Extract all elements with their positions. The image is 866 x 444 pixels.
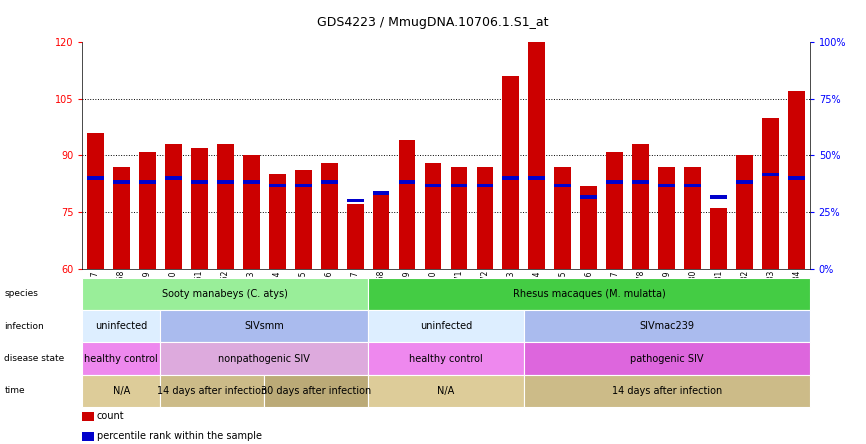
Bar: [736, 155, 753, 269]
Bar: [762, 173, 779, 176]
Bar: [242, 155, 260, 269]
Bar: [372, 191, 390, 195]
Bar: [606, 180, 624, 183]
Bar: [165, 144, 182, 269]
Text: uninfected: uninfected: [420, 321, 472, 331]
Text: Sooty manabeys (C. atys): Sooty manabeys (C. atys): [162, 289, 288, 299]
Bar: [424, 163, 442, 269]
Bar: [424, 184, 442, 187]
Bar: [684, 184, 701, 187]
Bar: [87, 176, 104, 180]
Text: uninfected: uninfected: [95, 321, 147, 331]
Text: 30 days after infection: 30 days after infection: [261, 386, 372, 396]
Bar: [191, 180, 208, 183]
Bar: [113, 167, 130, 269]
Bar: [346, 199, 364, 202]
Bar: [191, 148, 208, 269]
Bar: [450, 167, 468, 269]
Bar: [502, 76, 520, 269]
Bar: [788, 176, 805, 180]
Text: healthy control: healthy control: [409, 353, 483, 364]
Bar: [294, 184, 312, 187]
Bar: [476, 167, 494, 269]
Bar: [139, 152, 156, 269]
Text: SIVmac239: SIVmac239: [639, 321, 695, 331]
Bar: [528, 35, 546, 269]
Bar: [554, 184, 572, 187]
Bar: [632, 144, 650, 269]
Text: N/A: N/A: [113, 386, 130, 396]
Bar: [658, 167, 675, 269]
Bar: [632, 180, 650, 183]
Bar: [580, 186, 598, 269]
Bar: [320, 180, 338, 183]
Bar: [502, 176, 520, 180]
Text: SIVsmm: SIVsmm: [244, 321, 284, 331]
Text: GDS4223 / MmugDNA.10706.1.S1_at: GDS4223 / MmugDNA.10706.1.S1_at: [317, 16, 549, 28]
Text: 14 days after infection: 14 days after infection: [157, 386, 268, 396]
Bar: [113, 180, 130, 183]
Bar: [580, 195, 598, 198]
Text: 14 days after infection: 14 days after infection: [611, 386, 722, 396]
Bar: [320, 163, 338, 269]
Text: count: count: [97, 411, 125, 421]
Bar: [372, 193, 390, 269]
Text: percentile rank within the sample: percentile rank within the sample: [97, 431, 262, 441]
Bar: [216, 144, 234, 269]
Text: infection: infection: [4, 321, 44, 331]
Bar: [684, 167, 701, 269]
Bar: [398, 180, 416, 183]
Bar: [398, 140, 416, 269]
Bar: [554, 167, 572, 269]
Text: Rhesus macaques (M. mulatta): Rhesus macaques (M. mulatta): [513, 289, 665, 299]
Bar: [268, 184, 286, 187]
Bar: [528, 176, 546, 180]
Bar: [762, 118, 779, 269]
Text: disease state: disease state: [4, 354, 65, 363]
Text: species: species: [4, 289, 38, 298]
Bar: [268, 174, 286, 269]
Bar: [139, 180, 156, 183]
Bar: [294, 170, 312, 269]
Bar: [476, 184, 494, 187]
Bar: [788, 91, 805, 269]
Bar: [658, 184, 675, 187]
Bar: [346, 205, 364, 269]
Bar: [450, 184, 468, 187]
Bar: [606, 152, 624, 269]
Text: N/A: N/A: [437, 386, 455, 396]
Text: pathogenic SIV: pathogenic SIV: [630, 353, 703, 364]
Bar: [216, 180, 234, 183]
Bar: [87, 133, 104, 269]
Text: time: time: [4, 386, 25, 396]
Bar: [736, 180, 753, 183]
Bar: [710, 208, 727, 269]
Bar: [165, 176, 182, 180]
Text: nonpathogenic SIV: nonpathogenic SIV: [218, 353, 310, 364]
Text: healthy control: healthy control: [84, 353, 158, 364]
Bar: [710, 195, 727, 198]
Bar: [242, 180, 260, 183]
